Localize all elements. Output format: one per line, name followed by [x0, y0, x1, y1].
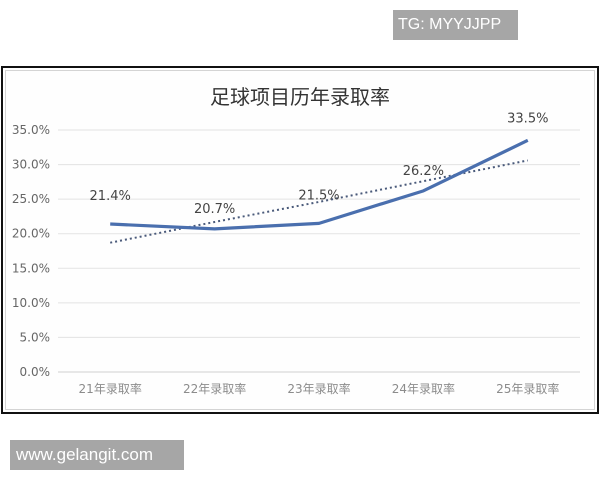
y-tick-label: 10.0%	[12, 296, 50, 310]
y-tick-label: 0.0%	[20, 365, 51, 379]
y-tick-label: 30.0%	[12, 158, 50, 172]
data-label: 20.7%	[194, 202, 235, 217]
y-tick-label: 20.0%	[12, 227, 50, 241]
x-tick-label: 25年录取率	[496, 381, 559, 396]
y-tick-label: 5.0%	[20, 330, 51, 344]
y-tick-label: 35.0%	[12, 123, 50, 137]
x-tick-label: 24年录取率	[392, 381, 455, 396]
y-axis: 0.0% 5.0% 10.0% 15.0% 20.0% 25.0% 30.0% 35.0%	[12, 123, 50, 379]
chart-title: 足球项目历年录取率	[210, 85, 390, 109]
watermark-top: TG: MYYJJPP	[393, 10, 518, 40]
data-label: 21.4%	[90, 189, 131, 204]
data-label: 26.2%	[403, 164, 444, 179]
gridlines	[58, 129, 580, 373]
data-line	[110, 138, 529, 231]
x-axis: 21年录取率 22年录取率 23年录取率 24年录取率 25年录取率	[79, 381, 560, 396]
data-label: 21.5%	[298, 188, 339, 203]
y-tick-label: 25.0%	[12, 192, 50, 206]
y-tick-label: 15.0%	[12, 261, 50, 275]
x-tick-label: 22年录取率	[183, 381, 246, 396]
trendline	[110, 159, 528, 244]
chart-area	[5, 70, 595, 410]
data-label: 33.5%	[507, 111, 548, 126]
chart-frame	[1, 66, 599, 414]
x-tick-label: 21年录取率	[79, 381, 142, 396]
data-labels: 21.4% 20.7% 21.5% 26.2% 33.5%	[90, 111, 549, 217]
x-tick-label: 23年录取率	[287, 381, 350, 396]
watermark-bottom: www.gelangit.com	[10, 440, 184, 470]
